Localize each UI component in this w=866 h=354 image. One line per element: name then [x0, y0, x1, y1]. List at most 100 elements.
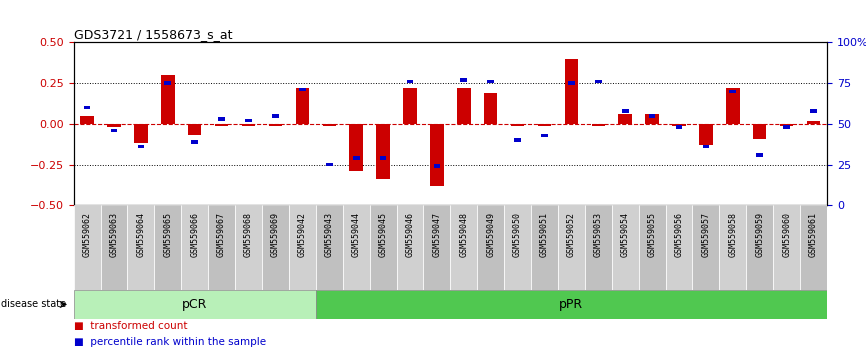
- Text: GSM559054: GSM559054: [621, 212, 630, 257]
- Bar: [352, 156, 359, 160]
- Text: GSM559064: GSM559064: [136, 212, 145, 257]
- Text: GSM559058: GSM559058: [728, 212, 737, 257]
- Text: GSM559047: GSM559047: [432, 212, 442, 257]
- Bar: [289, 205, 316, 290]
- Bar: [595, 80, 602, 83]
- Bar: [746, 205, 773, 290]
- Text: GSM559049: GSM559049: [486, 212, 495, 257]
- Bar: [111, 129, 117, 132]
- Text: pCR: pCR: [182, 298, 207, 311]
- Bar: [84, 106, 90, 109]
- Bar: [245, 119, 252, 122]
- Bar: [753, 124, 766, 138]
- Bar: [295, 88, 309, 124]
- Text: GSM559060: GSM559060: [782, 212, 792, 257]
- Bar: [591, 124, 605, 126]
- Bar: [720, 205, 746, 290]
- Bar: [434, 165, 440, 168]
- Bar: [638, 205, 666, 290]
- Text: GSM559056: GSM559056: [675, 212, 683, 257]
- Bar: [693, 205, 720, 290]
- Text: GSM559067: GSM559067: [217, 212, 226, 257]
- Text: GSM559042: GSM559042: [298, 212, 307, 257]
- Text: GSM559055: GSM559055: [648, 212, 656, 257]
- Text: ■  percentile rank within the sample: ■ percentile rank within the sample: [74, 337, 266, 347]
- Bar: [107, 124, 120, 127]
- Text: pPR: pPR: [559, 298, 584, 311]
- Text: GSM559044: GSM559044: [352, 212, 360, 257]
- Bar: [154, 205, 181, 290]
- Bar: [450, 205, 477, 290]
- Bar: [299, 88, 306, 91]
- Bar: [672, 124, 686, 126]
- Bar: [74, 290, 316, 319]
- Bar: [343, 205, 370, 290]
- Text: GSM559050: GSM559050: [513, 212, 522, 257]
- Bar: [538, 124, 552, 126]
- Bar: [370, 205, 397, 290]
- Bar: [477, 205, 504, 290]
- Bar: [235, 205, 262, 290]
- Bar: [423, 205, 450, 290]
- Text: ■  transformed count: ■ transformed count: [74, 321, 187, 331]
- Bar: [191, 140, 198, 144]
- Bar: [457, 88, 470, 124]
- Bar: [326, 163, 333, 166]
- Bar: [100, 205, 127, 290]
- Bar: [558, 205, 585, 290]
- Bar: [645, 114, 659, 124]
- Bar: [784, 125, 790, 129]
- Bar: [404, 88, 417, 124]
- Bar: [322, 124, 336, 126]
- Bar: [262, 205, 289, 290]
- Bar: [514, 138, 521, 142]
- Bar: [430, 124, 443, 186]
- Bar: [675, 125, 682, 129]
- Bar: [504, 205, 531, 290]
- Bar: [585, 205, 611, 290]
- Bar: [74, 205, 100, 290]
- Text: GSM559062: GSM559062: [82, 212, 92, 257]
- Bar: [756, 153, 763, 156]
- Bar: [349, 124, 363, 171]
- Bar: [807, 121, 820, 124]
- Bar: [218, 117, 225, 121]
- Bar: [484, 93, 497, 124]
- Bar: [134, 124, 147, 143]
- Bar: [215, 124, 229, 126]
- Text: GSM559066: GSM559066: [191, 212, 199, 257]
- Bar: [81, 116, 94, 124]
- Bar: [161, 75, 175, 124]
- Bar: [531, 205, 558, 290]
- Bar: [699, 124, 713, 145]
- Text: GSM559061: GSM559061: [809, 212, 818, 257]
- Bar: [702, 145, 709, 148]
- Bar: [611, 205, 638, 290]
- Text: GSM559069: GSM559069: [271, 212, 280, 257]
- Text: disease state: disease state: [1, 299, 66, 309]
- Bar: [138, 145, 145, 148]
- Bar: [316, 205, 343, 290]
- Text: GSM559046: GSM559046: [405, 212, 415, 257]
- Bar: [127, 205, 154, 290]
- Bar: [181, 205, 208, 290]
- Text: GSM559051: GSM559051: [540, 212, 549, 257]
- Bar: [780, 124, 793, 126]
- Bar: [488, 80, 494, 83]
- Bar: [242, 124, 255, 126]
- Bar: [316, 290, 827, 319]
- Bar: [379, 156, 386, 160]
- Bar: [800, 205, 827, 290]
- Bar: [729, 90, 736, 93]
- Bar: [666, 205, 693, 290]
- Bar: [773, 205, 800, 290]
- Bar: [188, 124, 202, 135]
- Text: GSM559063: GSM559063: [109, 212, 119, 257]
- Bar: [511, 124, 524, 126]
- Bar: [461, 78, 467, 82]
- Bar: [811, 109, 817, 113]
- Bar: [268, 124, 282, 126]
- Bar: [622, 109, 629, 113]
- Bar: [397, 205, 423, 290]
- Bar: [165, 81, 171, 85]
